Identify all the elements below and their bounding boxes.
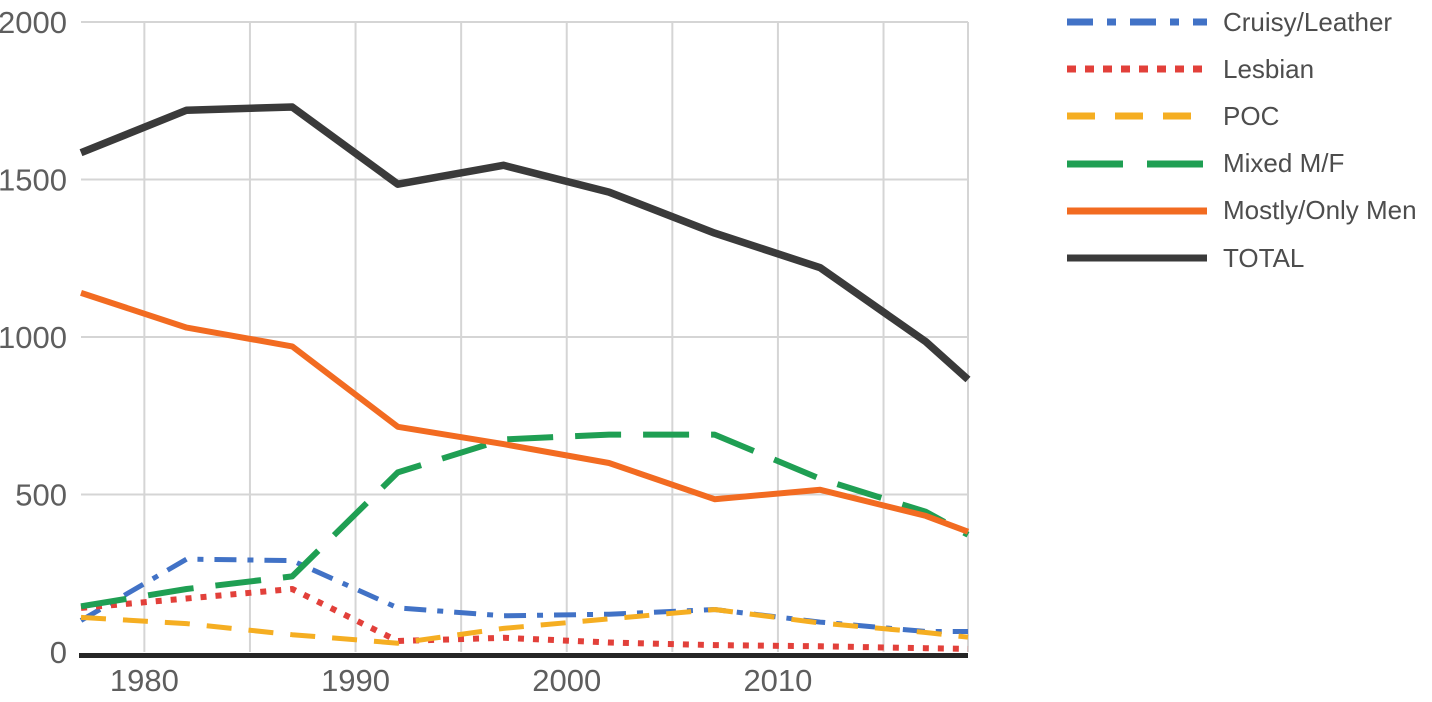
x-axis-tick-label: 2010	[743, 663, 812, 698]
y-axis-tick-label: 1000	[0, 320, 67, 355]
y-axis-tick-label: 0	[50, 635, 67, 670]
y-axis-tick-label: 1500	[0, 163, 67, 198]
x-axis-tick-label: 2000	[532, 663, 601, 698]
y-axis-tick-label: 500	[15, 478, 67, 513]
series-line-mostly-only-men	[80, 290, 970, 535]
y-axis-tick-label: 2000	[0, 5, 67, 40]
series-line-mixed-m-f	[80, 431, 970, 610]
series-line-lesbian	[80, 586, 969, 652]
x-axis-tick-label: 1990	[321, 663, 390, 698]
x-axis-line	[79, 653, 968, 658]
x-axis-tick-label: 1980	[110, 663, 179, 698]
gridlines	[81, 21, 969, 652]
series-line-cruisy-leather	[79, 556, 968, 634]
series-line-poc	[80, 607, 969, 646]
series-line-total	[79, 103, 971, 383]
